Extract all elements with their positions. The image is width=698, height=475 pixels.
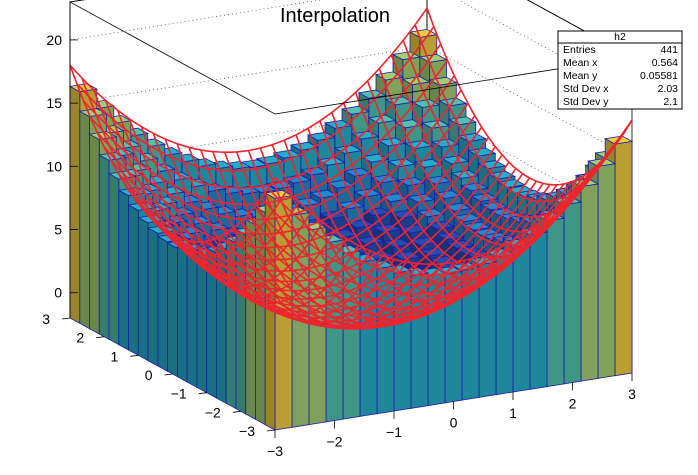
surface-line [402, 40, 609, 218]
stats-label: Std Dev y [563, 96, 609, 108]
x-tick-label: 2 [569, 396, 577, 412]
y-tick [61, 317, 71, 320]
y-tick-label: −1 [171, 386, 187, 402]
z-tick-label: 10 [46, 158, 62, 174]
histogram-bars [68, 28, 634, 431]
stats-label: Mean y [563, 70, 598, 82]
y-tick [198, 392, 207, 395]
x-tick-label: −1 [386, 424, 402, 440]
top-frame [68, 0, 634, 115]
y-tick [266, 429, 276, 432]
stats-label: Std Dev x [563, 83, 609, 95]
x-tick-label: −2 [327, 434, 343, 450]
y-tick-label: 2 [76, 330, 84, 346]
surface-line [103, 89, 462, 235]
stats-value: 2.03 [658, 83, 679, 95]
stats-value: 0.05581 [640, 70, 678, 82]
x-tick-label: −3 [267, 443, 283, 459]
surface-line [414, 24, 621, 203]
y-tick [130, 354, 139, 357]
y-tick-label: −3 [239, 423, 255, 439]
stats-box-frame [557, 30, 683, 110]
x-tick-label: 0 [450, 415, 458, 431]
y-tick [232, 410, 241, 413]
surface-line [378, 68, 586, 246]
chart-title: Interpolation [280, 5, 390, 27]
interpolation-surface [69, 7, 633, 330]
y-tick-label: 1 [111, 348, 119, 364]
z-gridline [69, 0, 633, 96]
stats-box-name: h2 [614, 31, 626, 43]
y-tick-label: −2 [205, 404, 221, 420]
surface-line [96, 75, 455, 221]
stats-label: Mean x [563, 57, 598, 69]
surface-line [76, 26, 435, 172]
surface-line [426, 7, 633, 186]
stats-value: 2.1 [663, 96, 678, 108]
x-tick-label: 3 [628, 386, 636, 402]
surface-line [83, 43, 442, 189]
x-tick-label: 1 [509, 405, 517, 421]
y-tick-label: 0 [145, 367, 153, 383]
stats-value: 0.564 [652, 57, 678, 69]
z-gridline [69, 45, 633, 159]
axis-frame-front [68, 0, 634, 318]
surface-line [390, 54, 597, 233]
y-tick [96, 336, 105, 339]
y-tick [164, 373, 173, 376]
z-tick-label: 5 [54, 222, 62, 238]
z-tick-label: 0 [54, 285, 62, 301]
stats-rows: Entries 441 Mean x 0.564 Mean y 0.05581 Std De… [563, 44, 678, 108]
stats-box: h2 Entries 441 Mean x 0.564 Mean y 0.05581 Std… [557, 30, 683, 110]
y-tick-label: 3 [42, 311, 50, 327]
surface-line [89, 59, 449, 206]
stats-value: 441 [660, 44, 678, 56]
z-tick-label: 20 [46, 32, 62, 48]
stats-label: Entries [563, 44, 596, 56]
z-tick-label: 15 [46, 95, 62, 111]
surface-line [69, 7, 428, 153]
